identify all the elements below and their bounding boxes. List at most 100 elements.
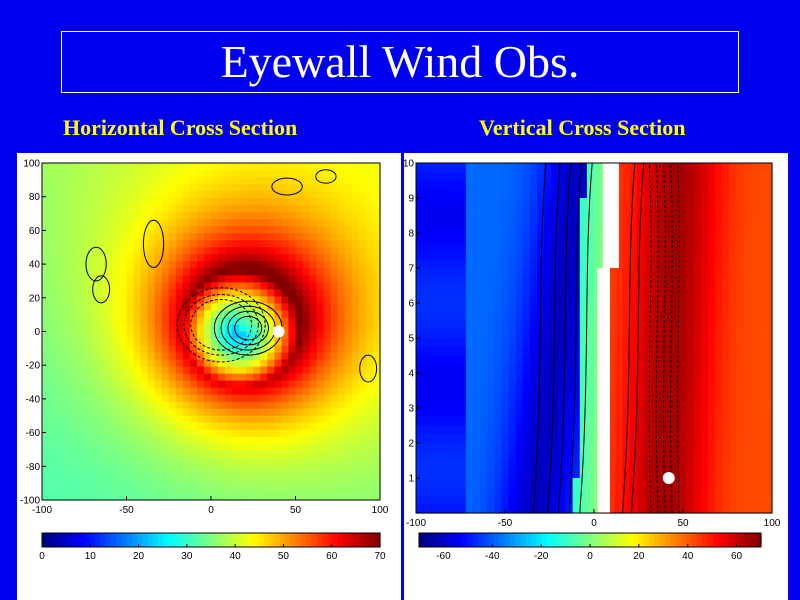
heatmap-cell [70, 331, 78, 340]
heatmap-cell [722, 460, 730, 470]
heatmap-cell [529, 381, 538, 392]
heatmap-cell [70, 415, 78, 424]
heatmap-cell [465, 241, 474, 252]
heatmap-cell [98, 240, 106, 248]
heatmap-cell [672, 276, 681, 287]
heatmap-cell [351, 485, 360, 494]
heatmap-cell [119, 212, 128, 220]
heatmap-cell [182, 492, 191, 501]
heatmap-cell [133, 198, 142, 206]
heatmap-cell [430, 163, 438, 173]
heatmap-cell [239, 366, 247, 375]
heatmap-cell [622, 320, 631, 330]
heatmap-cell [750, 259, 759, 269]
heatmap-cell [232, 324, 240, 333]
heatmap-cell [622, 285, 631, 295]
heatmap-cell [77, 485, 85, 494]
heatmap-cell [70, 394, 78, 403]
heatmap-cell [267, 289, 275, 297]
heatmap-cell [63, 380, 71, 389]
heatmap-cell [572, 381, 581, 392]
heatmap-cell [444, 478, 453, 488]
colorbar-cell [295, 533, 302, 547]
heatmap-cell [253, 275, 261, 283]
heatmap-cell [274, 415, 283, 424]
heatmap-cell [736, 408, 745, 418]
heatmap-cell [522, 469, 531, 479]
heatmap-cell [444, 408, 453, 418]
heatmap-cell [77, 415, 85, 424]
heatmap-cell [480, 171, 488, 182]
heatmap-cell [658, 346, 666, 357]
heatmap-cell [529, 241, 538, 252]
heatmap-cell [544, 294, 552, 304]
heatmap-cell [260, 282, 268, 290]
heatmap-cell [636, 171, 645, 182]
heatmap-cell [586, 390, 595, 400]
heatmap-cell [579, 381, 588, 392]
contour-solid [568, 162, 583, 514]
heatmap-cell [112, 198, 121, 206]
heatmap-cell [679, 276, 688, 287]
heatmap-cell [743, 486, 752, 497]
colorbar-cell [63, 533, 70, 547]
heatmap-cell [119, 331, 128, 340]
heatmap-cell [423, 504, 431, 514]
heatmap-cell [416, 303, 424, 313]
heatmap-cell [487, 206, 495, 217]
heatmap-cell [494, 399, 503, 409]
heatmap-cell [281, 317, 290, 326]
heatmap-cell [487, 399, 495, 409]
heatmap-cell [715, 303, 723, 313]
heatmap-cell [189, 212, 198, 220]
heatmap-cell [707, 460, 716, 470]
heatmap-cell [154, 464, 163, 473]
heatmap-cell [515, 224, 524, 234]
heatmap-cell [643, 206, 652, 217]
y-tick-label: 2 [408, 439, 414, 450]
heatmap-cell [615, 504, 624, 514]
heatmap-cell [337, 240, 346, 248]
heatmap-cell [77, 366, 85, 375]
heatmap-cell [501, 215, 510, 225]
heatmap-cell [472, 460, 481, 470]
heatmap-cell [70, 422, 78, 431]
heatmap-cell [246, 485, 254, 494]
heatmap-cell [480, 478, 488, 488]
heatmap-cell [437, 425, 446, 435]
heatmap-cell [487, 338, 495, 348]
heatmap-cell [147, 394, 156, 403]
heatmap-cell [203, 408, 212, 417]
heatmap-cell [203, 317, 212, 326]
heatmap-cell [565, 390, 574, 400]
heatmap-cell [750, 443, 759, 453]
heatmap-cell [729, 163, 737, 173]
heatmap-cell [344, 485, 353, 494]
heatmap-cell [522, 276, 531, 287]
heatmap-cell [112, 317, 121, 326]
heatmap-cell [764, 425, 773, 435]
heatmap-cell [444, 338, 453, 348]
heatmap-cell [586, 451, 595, 462]
colorbar-cell [579, 533, 586, 547]
heatmap-cell [316, 450, 325, 459]
heatmap-cell [472, 268, 481, 278]
heatmap-cell [56, 443, 64, 452]
heatmap-cell [351, 478, 360, 487]
heatmap-cell [372, 429, 381, 438]
heatmap-cell [508, 504, 517, 514]
heatmap-cell [98, 345, 106, 354]
heatmap-cell [211, 429, 219, 438]
heatmap-cell [686, 163, 695, 173]
heatmap-cell [295, 345, 304, 354]
heatmap-cell [636, 381, 645, 392]
heatmap-cell [182, 163, 191, 171]
heatmap-cell [337, 457, 346, 466]
heatmap-cell [579, 303, 588, 313]
heatmap-cell [49, 289, 57, 297]
colorbar-cell [750, 533, 757, 547]
heatmap-cell [693, 163, 702, 173]
heatmap-cell [182, 268, 191, 276]
contour-solid [85, 246, 107, 282]
heatmap-cell [743, 469, 752, 479]
